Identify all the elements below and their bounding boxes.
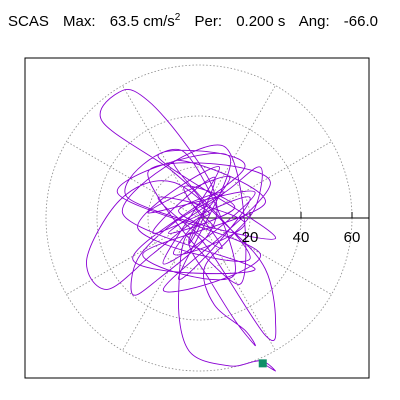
end-point-marker [258,359,267,368]
tick-label-60: 60 [344,229,361,246]
grid-spoke-240 [122,217,200,351]
angle-label: Ang: [298,13,330,30]
max-value: 63.5 [109,13,139,30]
grid-spoke-300 [198,217,276,351]
max-unit: cm/s2 [143,12,181,30]
orbit-path [86,89,277,372]
max-label: Max: [63,13,96,30]
grid-spoke-120 [122,85,200,219]
grid-spoke-330 [198,217,332,295]
grid-spoke-210 [66,217,200,295]
tick-label-40: 40 [293,229,310,246]
angle-value: -66.0 [343,13,378,30]
orbit-trace [86,89,277,372]
end-marker-group [258,359,267,368]
period-value: 0.200 s [236,13,286,30]
chart-header: SCAS Max: 63.5 cm/s2 Per: 0.200 s Ang: -… [8,12,378,30]
max-unit-exponent: 2 [174,12,181,23]
max-unit-text: cm/s [143,13,175,30]
station-code: SCAS [8,13,49,30]
tick-label-20: 20 [242,229,259,246]
period-label: Per: [194,13,223,30]
radial-tick-labels: 20 40 60 [242,229,361,246]
